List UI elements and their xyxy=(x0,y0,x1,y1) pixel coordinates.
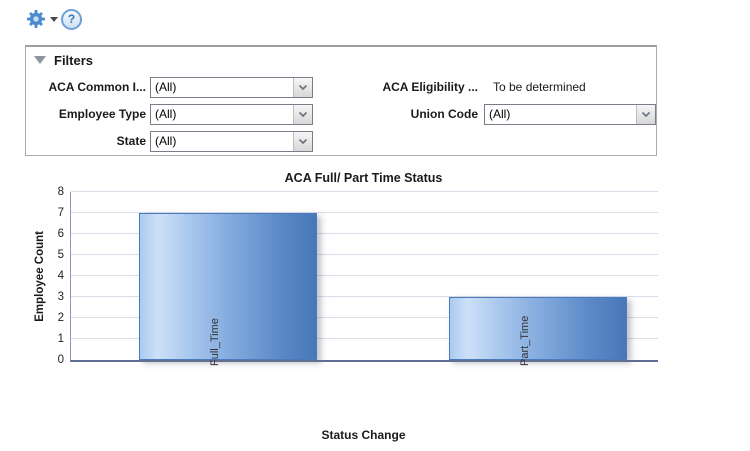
help-icon: ? xyxy=(67,12,76,26)
union-code-value: (All) xyxy=(489,107,511,121)
settings-gear-button[interactable] xyxy=(26,9,46,29)
aca-eligibility-label: ACA Eligibility ... xyxy=(382,80,478,94)
chart-title: ACA Full/ Part Time Status xyxy=(284,171,443,185)
help-button[interactable]: ? xyxy=(61,9,82,30)
union-code-label: Union Code xyxy=(410,107,478,121)
chevron-down-icon xyxy=(293,132,312,151)
chevron-down-icon xyxy=(636,105,655,124)
state-value: (All) xyxy=(155,134,177,148)
x-axis-label: Status Change xyxy=(321,428,406,442)
aca-common-label: ACA Common I... xyxy=(48,80,146,94)
gridline xyxy=(71,275,658,276)
bar-full_time[interactable] xyxy=(139,213,317,360)
y-tick-label: 5 xyxy=(57,249,64,261)
y-tick-label: 6 xyxy=(57,228,64,240)
y-tick-label: 7 xyxy=(57,207,64,219)
gear-icon xyxy=(26,10,46,33)
gridline xyxy=(71,212,658,213)
gridline xyxy=(71,191,658,192)
employee-type-label: Employee Type xyxy=(58,107,146,121)
y-tick-label: 3 xyxy=(57,291,64,303)
gridline xyxy=(71,254,658,255)
y-tick-label: 2 xyxy=(57,312,64,324)
y-tick-label: 4 xyxy=(57,270,64,282)
aca-eligibility-value: To be determined xyxy=(493,80,586,94)
gridline xyxy=(71,338,658,339)
employee-type-value: (All) xyxy=(155,107,177,121)
state-dropdown[interactable]: (All) xyxy=(150,131,313,152)
y-tick-label: 0 xyxy=(57,354,64,366)
plot-area xyxy=(70,191,658,362)
chevron-down-icon xyxy=(293,78,312,97)
x-category-label: Full_Time xyxy=(209,318,221,366)
x-category-label: Part_Time xyxy=(519,315,531,366)
filters-panel: Filters ACA Common I... (All) ACA Eligib… xyxy=(25,45,657,156)
employee-type-dropdown[interactable]: (All) xyxy=(150,104,313,125)
filters-title: Filters xyxy=(54,52,94,68)
gridline xyxy=(71,317,658,318)
y-tick-label: 8 xyxy=(57,186,64,198)
chevron-down-icon xyxy=(293,105,312,124)
y-tick-label: 1 xyxy=(57,333,64,345)
state-label: State xyxy=(116,134,146,148)
filters-collapse-header[interactable]: Filters xyxy=(34,52,93,68)
aca-common-dropdown[interactable]: (All) xyxy=(150,77,313,98)
bar-part_time[interactable] xyxy=(449,297,627,360)
union-code-dropdown[interactable]: (All) xyxy=(484,104,656,125)
aca-common-value: (All) xyxy=(155,80,177,94)
gear-dropdown-caret-icon[interactable] xyxy=(50,17,58,22)
collapse-triangle-icon xyxy=(34,56,46,64)
bar-chart: ACA Full/ Part Time Status Employee Coun… xyxy=(0,165,750,451)
gridline xyxy=(71,233,658,234)
toolbar: ? xyxy=(0,0,750,40)
gridline xyxy=(71,296,658,297)
